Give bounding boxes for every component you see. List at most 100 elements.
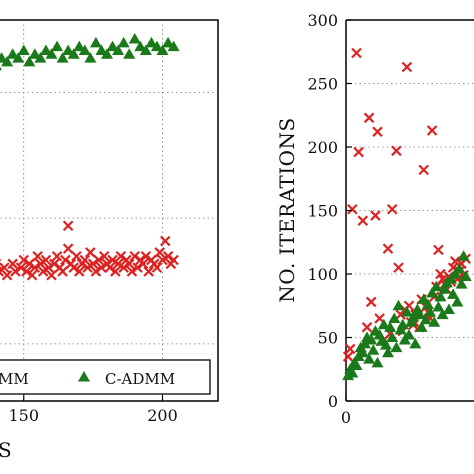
left-point-mm <box>0 266 5 277</box>
right-x-tick-label: 0 <box>341 408 351 427</box>
right-point-triangle <box>386 331 399 342</box>
right-point-triangle <box>421 298 434 309</box>
left-point-c-admm <box>17 44 30 55</box>
left-point-mm <box>26 269 38 281</box>
right-point-x <box>344 343 356 355</box>
right-point-triangle <box>426 287 439 298</box>
left-point-mm <box>62 243 74 254</box>
right-point-triangle <box>390 341 403 353</box>
right-point-x <box>353 146 364 158</box>
right-point-triangle <box>428 316 441 327</box>
left-point-mm <box>48 258 60 270</box>
left-point-c-admm <box>12 52 25 63</box>
left-point-mm <box>68 262 79 273</box>
left-point-c-admm <box>0 66 2 71</box>
left-point-mm <box>132 262 143 273</box>
right-point-triangle <box>356 346 369 358</box>
left-point-mm <box>87 258 99 270</box>
right-y-tick-label: 150 <box>307 202 338 221</box>
left-point-mm <box>46 269 57 281</box>
left-point-mm <box>93 254 104 266</box>
right-point-x <box>365 296 377 308</box>
right-point-x <box>370 210 381 221</box>
left-point-mm <box>112 258 124 270</box>
right-point-triangle <box>413 308 426 320</box>
right-point-triangle <box>451 295 464 307</box>
left-point-mm <box>168 254 179 266</box>
left-point-mm <box>35 258 46 270</box>
legend-label-c-admm: C-ADMM <box>105 370 175 388</box>
right-point-triangle <box>438 283 451 294</box>
right-point-triangle <box>400 306 413 317</box>
left-point-mm <box>162 250 174 262</box>
left-point-mm <box>118 262 129 273</box>
right-point-triangle <box>346 367 359 378</box>
right-point-x <box>382 243 394 254</box>
left-point-c-admm <box>101 48 113 59</box>
right-y-tick-label: 50 <box>318 329 338 348</box>
right-point-x <box>351 47 362 59</box>
right-point-triangle <box>388 312 401 323</box>
right-point-x <box>393 262 404 273</box>
left-point-mm <box>129 250 141 262</box>
left-x-ticks: 150 200 <box>8 395 178 425</box>
right-x-ticks: 0 <box>341 395 351 427</box>
left-point-c-admm <box>84 52 97 63</box>
right-point-triangle <box>455 278 468 289</box>
right-point-triangle <box>403 328 415 340</box>
left-chart: 150 200 S MM C-ADMM <box>0 19 219 462</box>
right-point-x <box>386 203 398 215</box>
right-point-triangle <box>457 250 470 261</box>
right-point-triangle <box>377 318 390 330</box>
right-point-triangle <box>379 339 392 350</box>
left-x-tick-label: 150 <box>8 406 39 425</box>
left-point-c-admm <box>34 52 47 63</box>
left-point-mm <box>57 266 68 277</box>
left-point-c-admm <box>128 33 141 44</box>
left-point-c-admm <box>56 52 69 63</box>
right-point-x <box>426 125 438 136</box>
left-point-mm <box>123 258 135 270</box>
left-point-mm <box>98 250 110 262</box>
left-point-mm <box>18 254 30 266</box>
left-point-c-admm <box>89 36 102 48</box>
left-point-mm <box>143 266 154 277</box>
left-point-mm <box>104 262 116 273</box>
left-point-mm <box>62 220 74 232</box>
right-y-axis-title: NO. ITERATIONS <box>275 117 299 303</box>
legend-triangle-marker <box>78 371 90 382</box>
right-point-x <box>433 244 444 256</box>
right-chart: 0 50 100 150 200 250 300 0 NO. ITERATIONS <box>275 11 474 427</box>
right-point-triangle <box>442 303 455 315</box>
left-point-mm <box>1 269 13 281</box>
right-y-ticks: 0 50 100 150 200 250 300 <box>307 11 352 411</box>
right-point-triangle <box>415 321 428 332</box>
left-x-tick-label: 200 <box>147 406 178 425</box>
left-point-mm <box>159 235 171 247</box>
right-point-x <box>449 256 461 267</box>
left-point-c-admm <box>28 48 41 59</box>
right-point-triangle <box>392 299 405 311</box>
left-point-c-admm <box>123 48 136 59</box>
legend-box <box>0 359 211 395</box>
left-point-mm <box>32 250 43 262</box>
left-point-c-admm <box>139 44 152 55</box>
right-point-triangle <box>459 270 472 282</box>
right-point-x <box>401 61 413 73</box>
left-data-marks <box>0 33 180 281</box>
right-point-triangle <box>436 308 449 320</box>
right-point-x <box>418 164 429 176</box>
left-point-mm <box>126 266 138 277</box>
left-point-c-admm <box>1 55 14 67</box>
left-point-mm <box>115 250 127 262</box>
right-y-tick-label: 100 <box>307 265 338 284</box>
left-point-c-admm <box>6 48 19 59</box>
left-point-c-admm <box>45 48 58 59</box>
legend-marker-c-admm <box>78 371 90 382</box>
right-point-triangle <box>419 313 432 325</box>
left-point-mm <box>151 262 163 273</box>
right-point-triangle <box>363 353 376 364</box>
left-point-c-admm <box>95 44 108 55</box>
right-data-marks <box>342 47 472 381</box>
left-point-c-admm <box>51 40 64 52</box>
